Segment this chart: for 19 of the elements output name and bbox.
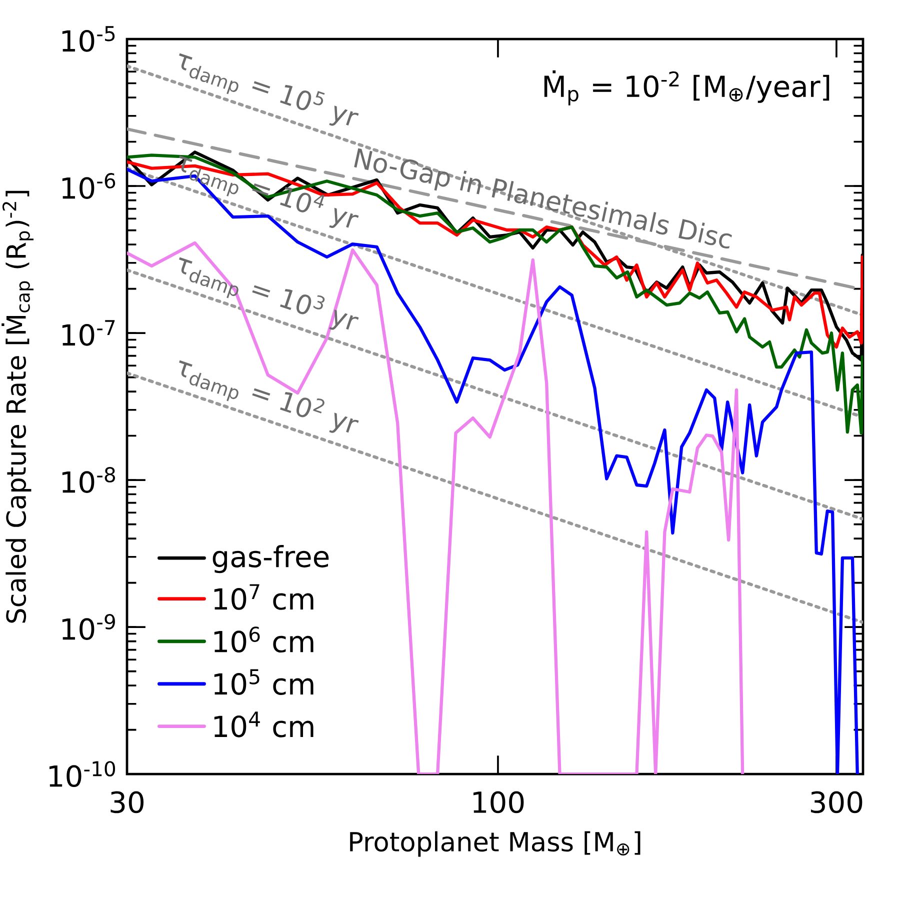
annotation: τ$_{damp}$ = 10$^{2}$ yr bbox=[179, 360, 359, 433]
y-tick-label: 10$^{-10}$ bbox=[50, 761, 116, 787]
x-tick-label: 300 bbox=[810, 791, 862, 814]
y-axis-title: Scaled Capture Rate [Ṁ$_{cap}$ (R$_{p}$)$^{-2}$] bbox=[2, 190, 34, 623]
annotation: Ṁ$_{p}$ = 10$^{-2}$ [M$_{⊕}$/year] bbox=[544, 70, 830, 106]
legend-label: 10$^{4}$ cm bbox=[214, 712, 314, 738]
y-tick-label: 10$^{-8}$ bbox=[62, 467, 115, 493]
x-tick-label: 30 bbox=[110, 791, 144, 814]
legend-label: 10$^{6}$ cm bbox=[214, 626, 314, 653]
x-axis-title: Protoplanet Mass [M$_{⊕}$] bbox=[350, 831, 640, 857]
y-tick-label: 10$^{-5}$ bbox=[62, 26, 115, 52]
y-tick-label: 10$^{-7}$ bbox=[62, 320, 115, 346]
annotation: τ$_{damp}$ = 10$^{3}$ yr bbox=[179, 257, 359, 330]
legend-label: gas-free bbox=[212, 545, 329, 574]
y-tick-label: 10$^{-6}$ bbox=[62, 173, 116, 199]
y-tick-label: 10$^{-9}$ bbox=[62, 614, 115, 640]
legend-label: 10$^{5}$ cm bbox=[214, 669, 314, 695]
legend-label: 10$^{7}$ cm bbox=[214, 584, 314, 610]
x-tick-label: 100 bbox=[473, 791, 524, 814]
